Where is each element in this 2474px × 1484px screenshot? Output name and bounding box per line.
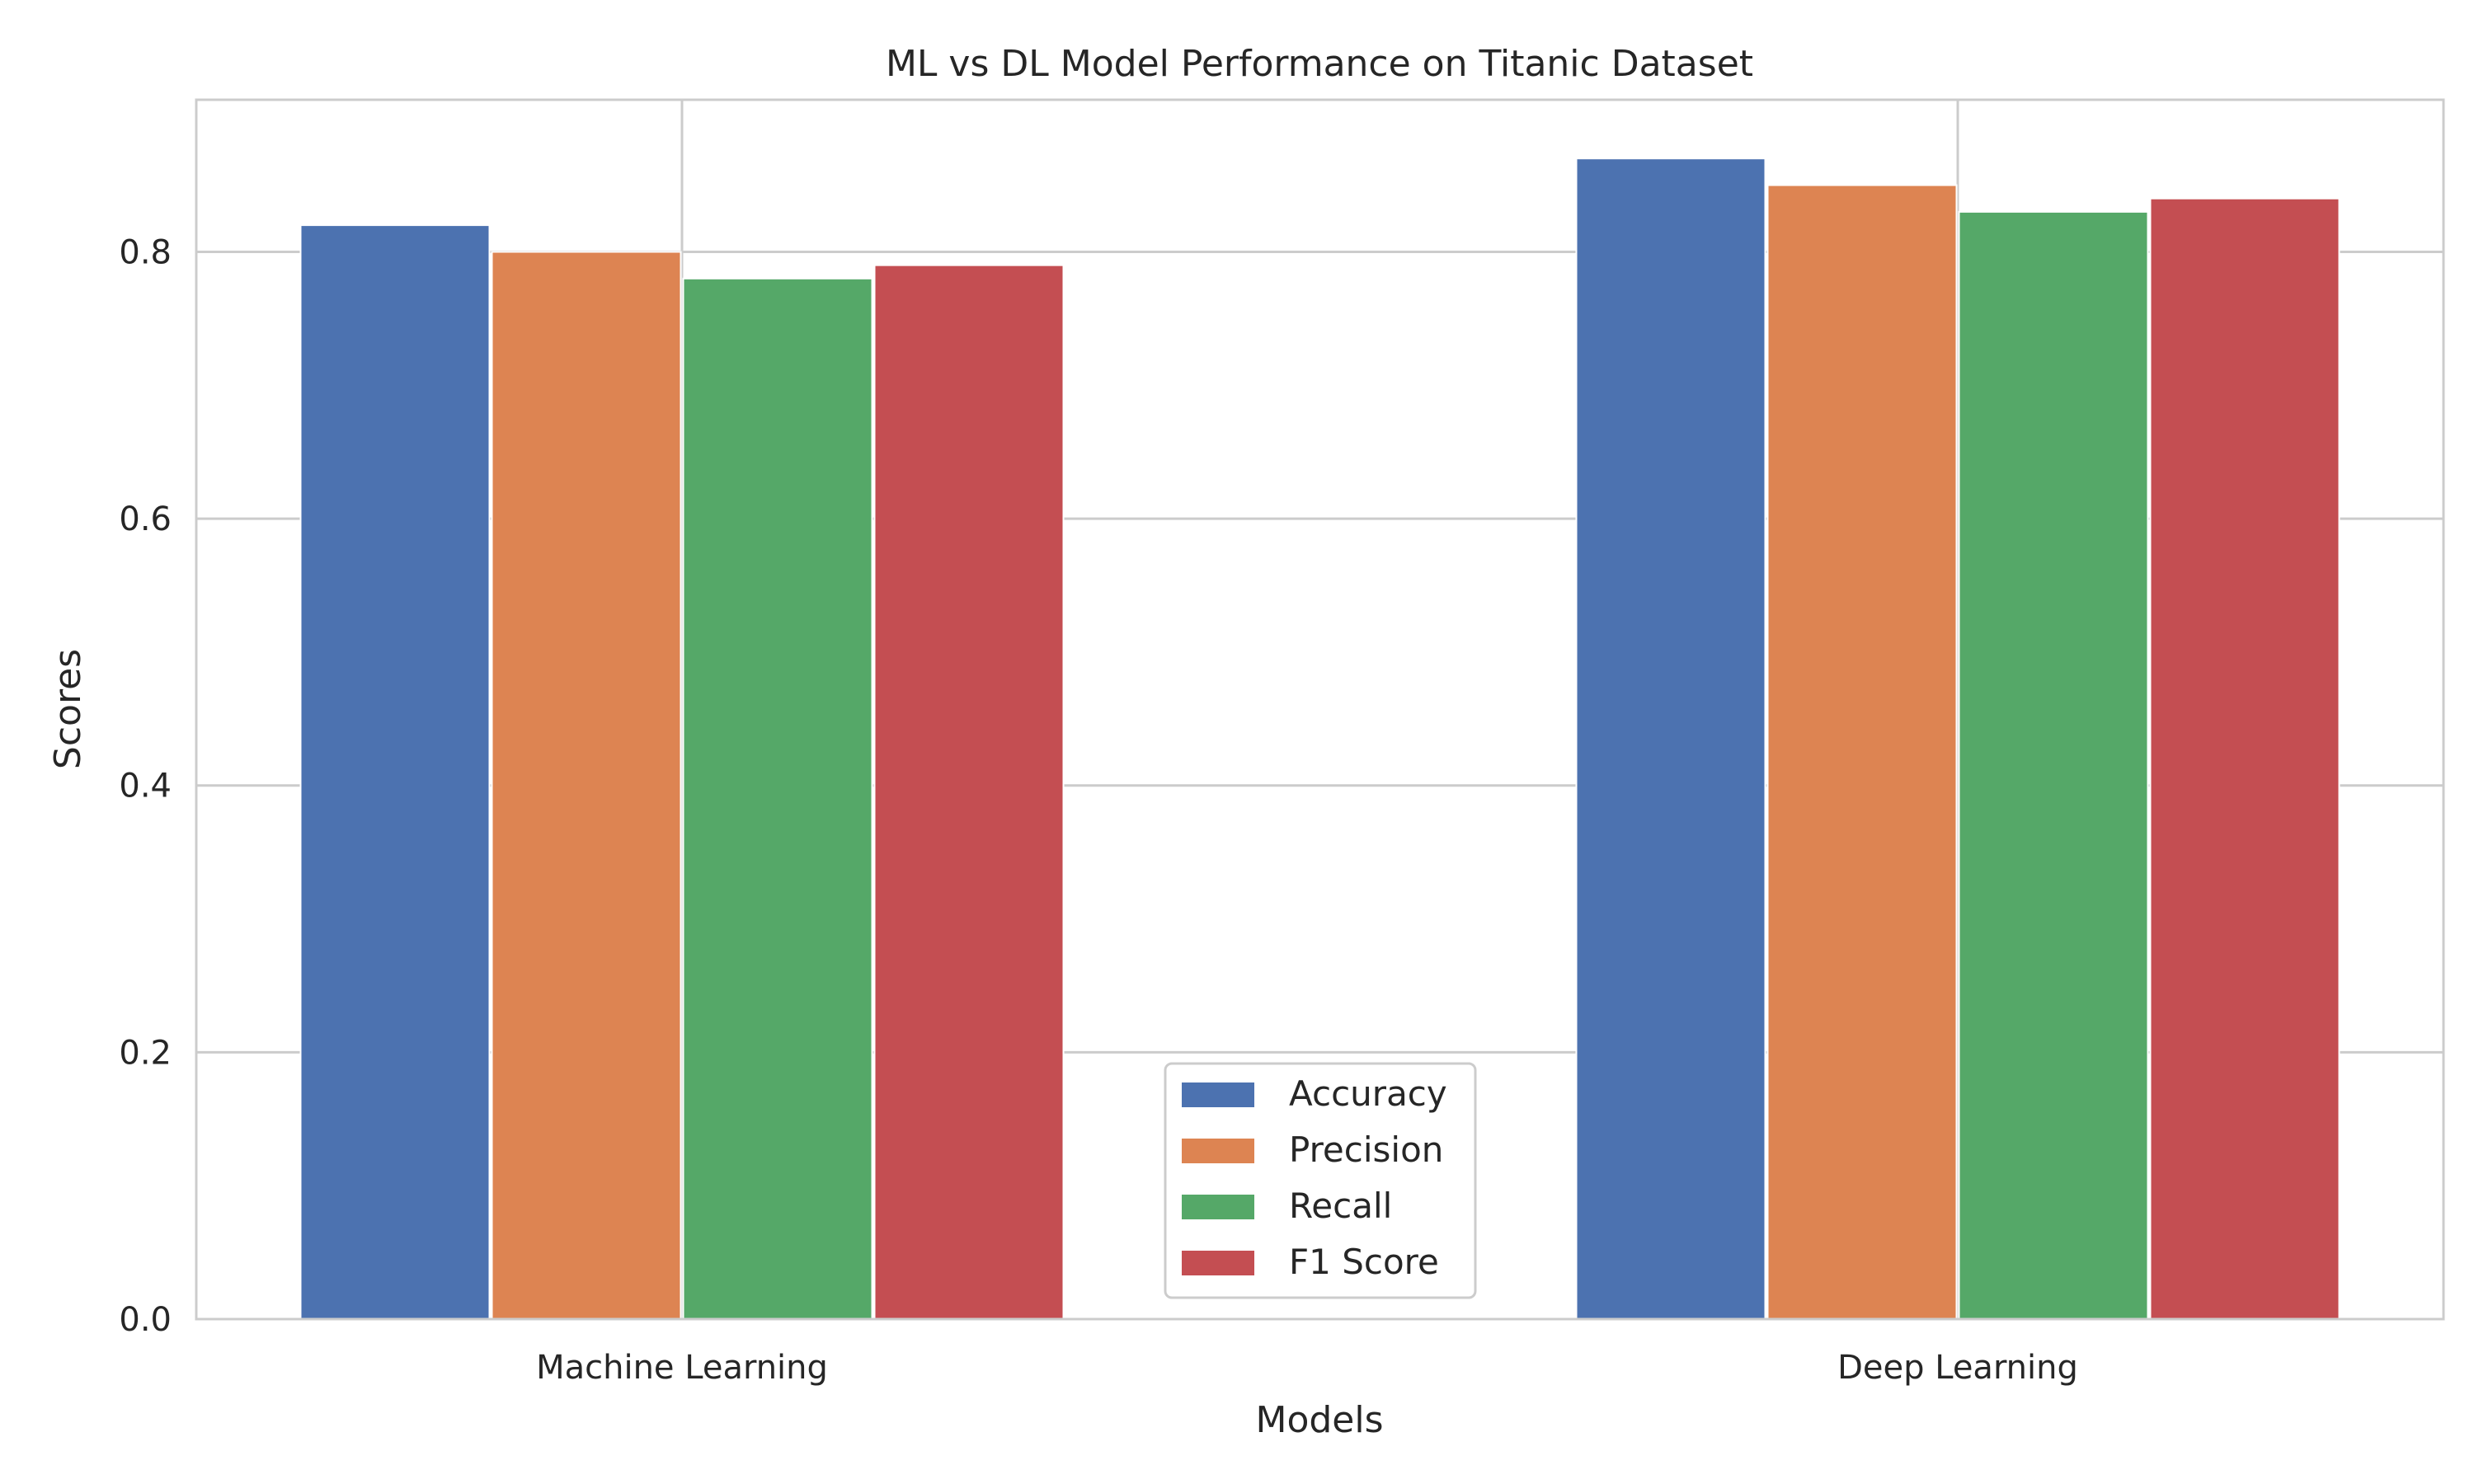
y-tick-label: 0.8	[119, 233, 172, 271]
legend-label-precision: Precision	[1289, 1129, 1443, 1170]
bar-accuracy-0	[299, 224, 491, 1321]
bar-precision-1	[1766, 184, 1958, 1320]
legend-swatch-f1-score	[1182, 1251, 1254, 1275]
bar-f1-score-0	[873, 264, 1065, 1320]
x-axis-label: Models	[1255, 1399, 1383, 1441]
bar-recall-1	[1958, 210, 2149, 1320]
chart-title: ML vs DL Model Performance on Titanic Da…	[886, 43, 1753, 85]
legend-box	[1164, 1062, 1477, 1299]
legend-swatch-precision	[1182, 1139, 1254, 1163]
y-tick-labels: 0.0 0.2 0.4 0.6 0.8	[119, 233, 172, 1339]
plot-border	[195, 98, 2445, 1321]
legend: Accuracy Precision Recall F1 Score	[1164, 1062, 1477, 1299]
y-tick-label: 0.0	[119, 1301, 172, 1339]
bar-f1-score-1	[2149, 197, 2340, 1320]
bars	[299, 157, 2340, 1321]
x-tick-label: Deep Learning	[1837, 1349, 2078, 1387]
y-tick-label: 0.2	[119, 1034, 172, 1072]
legend-label-f1-score: F1 Score	[1289, 1242, 1439, 1282]
bar-accuracy-1	[1575, 157, 1766, 1321]
legend-swatch-recall	[1182, 1195, 1254, 1219]
legend-label-accuracy: Accuracy	[1289, 1073, 1447, 1114]
y-tick-label: 0.6	[119, 500, 172, 538]
legend-swatch-accuracy	[1182, 1082, 1254, 1107]
bar-precision-0	[491, 251, 682, 1320]
y-tick-label: 0.4	[119, 768, 172, 805]
legend-label-recall: Recall	[1289, 1186, 1392, 1226]
x-tick-label: Machine Learning	[536, 1349, 828, 1387]
x-tick-labels: Machine Learning Deep Learning	[536, 1349, 2078, 1387]
bar-recall-0	[682, 277, 873, 1320]
y-axis-label: Scores	[47, 649, 89, 769]
